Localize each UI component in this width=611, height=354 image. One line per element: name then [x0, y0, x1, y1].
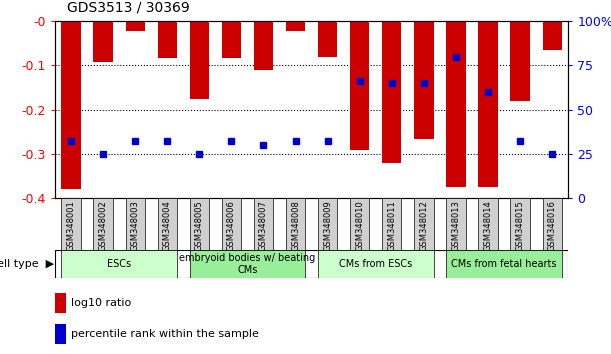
Text: CMs from fetal hearts: CMs from fetal hearts	[452, 259, 557, 269]
Text: cell type  ▶: cell type ▶	[0, 259, 54, 269]
Bar	[382, 198, 401, 250]
Bar	[222, 198, 241, 250]
Bar	[61, 198, 81, 250]
Text: ESCs: ESCs	[107, 259, 131, 269]
Text: GSM348012: GSM348012	[419, 200, 428, 251]
Text: GSM348001: GSM348001	[67, 200, 76, 251]
Bar	[93, 198, 113, 250]
Bar	[61, 21, 81, 189]
Text: GDS3513 / 30369: GDS3513 / 30369	[67, 0, 190, 14]
Bar	[511, 21, 530, 101]
Bar	[222, 21, 241, 58]
Bar	[446, 198, 466, 250]
Bar	[286, 21, 305, 31]
Text: GSM348009: GSM348009	[323, 200, 332, 251]
Text: GSM348014: GSM348014	[483, 200, 492, 251]
Text: GSM348015: GSM348015	[516, 200, 525, 251]
Bar	[478, 198, 497, 250]
Text: GSM348016: GSM348016	[547, 200, 557, 251]
Text: GSM348005: GSM348005	[195, 200, 204, 251]
Text: percentile rank within the sample: percentile rank within the sample	[71, 329, 259, 339]
Bar	[350, 198, 369, 250]
Bar	[61, 250, 177, 278]
Text: GSM348013: GSM348013	[452, 200, 461, 251]
Bar	[158, 21, 177, 58]
Bar	[190, 198, 209, 250]
Text: GSM348007: GSM348007	[259, 200, 268, 251]
Text: GSM348003: GSM348003	[131, 200, 140, 251]
Bar	[318, 21, 337, 57]
Text: CMs from ESCs: CMs from ESCs	[339, 259, 412, 269]
Bar	[254, 198, 273, 250]
Bar	[543, 21, 562, 50]
Bar	[446, 21, 466, 187]
Bar	[511, 198, 530, 250]
Bar	[126, 21, 145, 31]
Bar	[350, 21, 369, 149]
Text: GSM348011: GSM348011	[387, 200, 397, 251]
Bar	[55, 324, 66, 344]
Text: GSM348010: GSM348010	[355, 200, 364, 251]
Text: log10 ratio: log10 ratio	[71, 298, 131, 308]
Text: GSM348006: GSM348006	[227, 200, 236, 251]
Text: GSM348008: GSM348008	[291, 200, 300, 251]
Bar	[382, 21, 401, 163]
Bar	[446, 250, 562, 278]
Bar	[414, 21, 433, 138]
Bar	[543, 198, 562, 250]
Bar	[286, 198, 305, 250]
Bar	[158, 198, 177, 250]
Bar	[318, 198, 337, 250]
Bar	[55, 293, 66, 314]
Bar	[93, 21, 113, 62]
Bar	[254, 21, 273, 70]
Bar	[190, 21, 209, 99]
Text: embryoid bodies w/ beating
CMs: embryoid bodies w/ beating CMs	[180, 253, 315, 275]
Text: GSM348002: GSM348002	[98, 200, 108, 251]
Bar	[190, 250, 306, 278]
Bar	[414, 198, 433, 250]
Bar	[478, 21, 497, 187]
Text: GSM348004: GSM348004	[163, 200, 172, 251]
Bar	[126, 198, 145, 250]
Bar	[318, 250, 434, 278]
